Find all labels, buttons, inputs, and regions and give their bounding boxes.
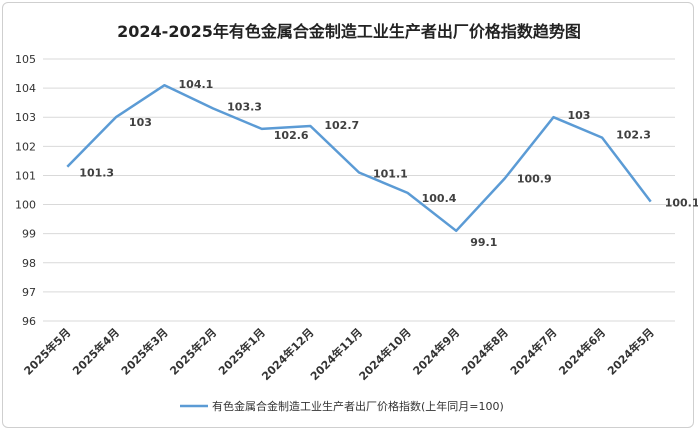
data-label: 101.3 [79, 167, 114, 180]
data-label: 103 [567, 109, 590, 122]
legend-label: 有色金属合金制造工业生产者出厂价格指数(上年同月=100) [212, 399, 504, 413]
data-label: 101.1 [373, 168, 408, 181]
y-tick-label: 97 [22, 286, 36, 299]
data-label: 103 [129, 116, 152, 129]
y-tick-label: 104 [15, 82, 36, 95]
y-tick-label: 105 [15, 53, 36, 66]
y-tick-label: 100 [15, 199, 36, 212]
data-label: 100.9 [517, 172, 552, 185]
x-tick-label: 2025年1月 [215, 325, 268, 378]
x-tick-label: 2025年4月 [70, 325, 123, 378]
x-tick-label: 2025年5月 [21, 325, 74, 378]
y-tick-label: 96 [22, 315, 36, 328]
data-label: 103.3 [227, 100, 262, 113]
data-label: 100.4 [422, 192, 457, 205]
y-tick-label: 99 [22, 228, 36, 241]
x-tick-label: 2024年8月 [458, 325, 511, 378]
data-label: 102.7 [324, 119, 359, 132]
chart-frame [2, 2, 694, 428]
y-tick-label: 103 [15, 111, 36, 124]
data-label: 100.1 [665, 197, 698, 210]
x-tick-label: 2024年6月 [556, 325, 609, 378]
data-labels: 101.3 103 104.1 103.3 102.6 102.7 101.1 100.4 99… [79, 78, 698, 249]
x-tick-label: 2024年5月 [604, 325, 657, 378]
y-tick-label: 98 [22, 257, 36, 270]
data-label: 102.3 [616, 129, 651, 142]
data-label: 102.6 [274, 129, 309, 142]
y-tick-label: 102 [15, 140, 36, 153]
chart-title: 2024-2025年有色金属合金制造工业生产者出厂价格指数趋势图 [117, 22, 581, 41]
y-tick-label: 101 [15, 169, 36, 182]
series-group [66, 83, 652, 233]
x-tick-label: 2025年2月 [167, 325, 220, 378]
x-tick-label: 2024年10月 [356, 325, 414, 383]
legend: 有色金属合金制造工业生产者出厂价格指数(上年同月=100) [180, 399, 504, 413]
data-label: 104.1 [179, 78, 214, 91]
x-tick-label: 2025年3月 [118, 325, 171, 378]
x-tick-label: 2024年7月 [507, 325, 560, 378]
series-line-0 [66, 83, 652, 233]
grid-lines [43, 58, 675, 322]
y-axis-ticks: 96 97 98 99 100 101 102 103 104 105 [15, 53, 36, 328]
data-label: 99.1 [470, 236, 497, 249]
x-tick-label: 2024年9月 [410, 325, 463, 378]
